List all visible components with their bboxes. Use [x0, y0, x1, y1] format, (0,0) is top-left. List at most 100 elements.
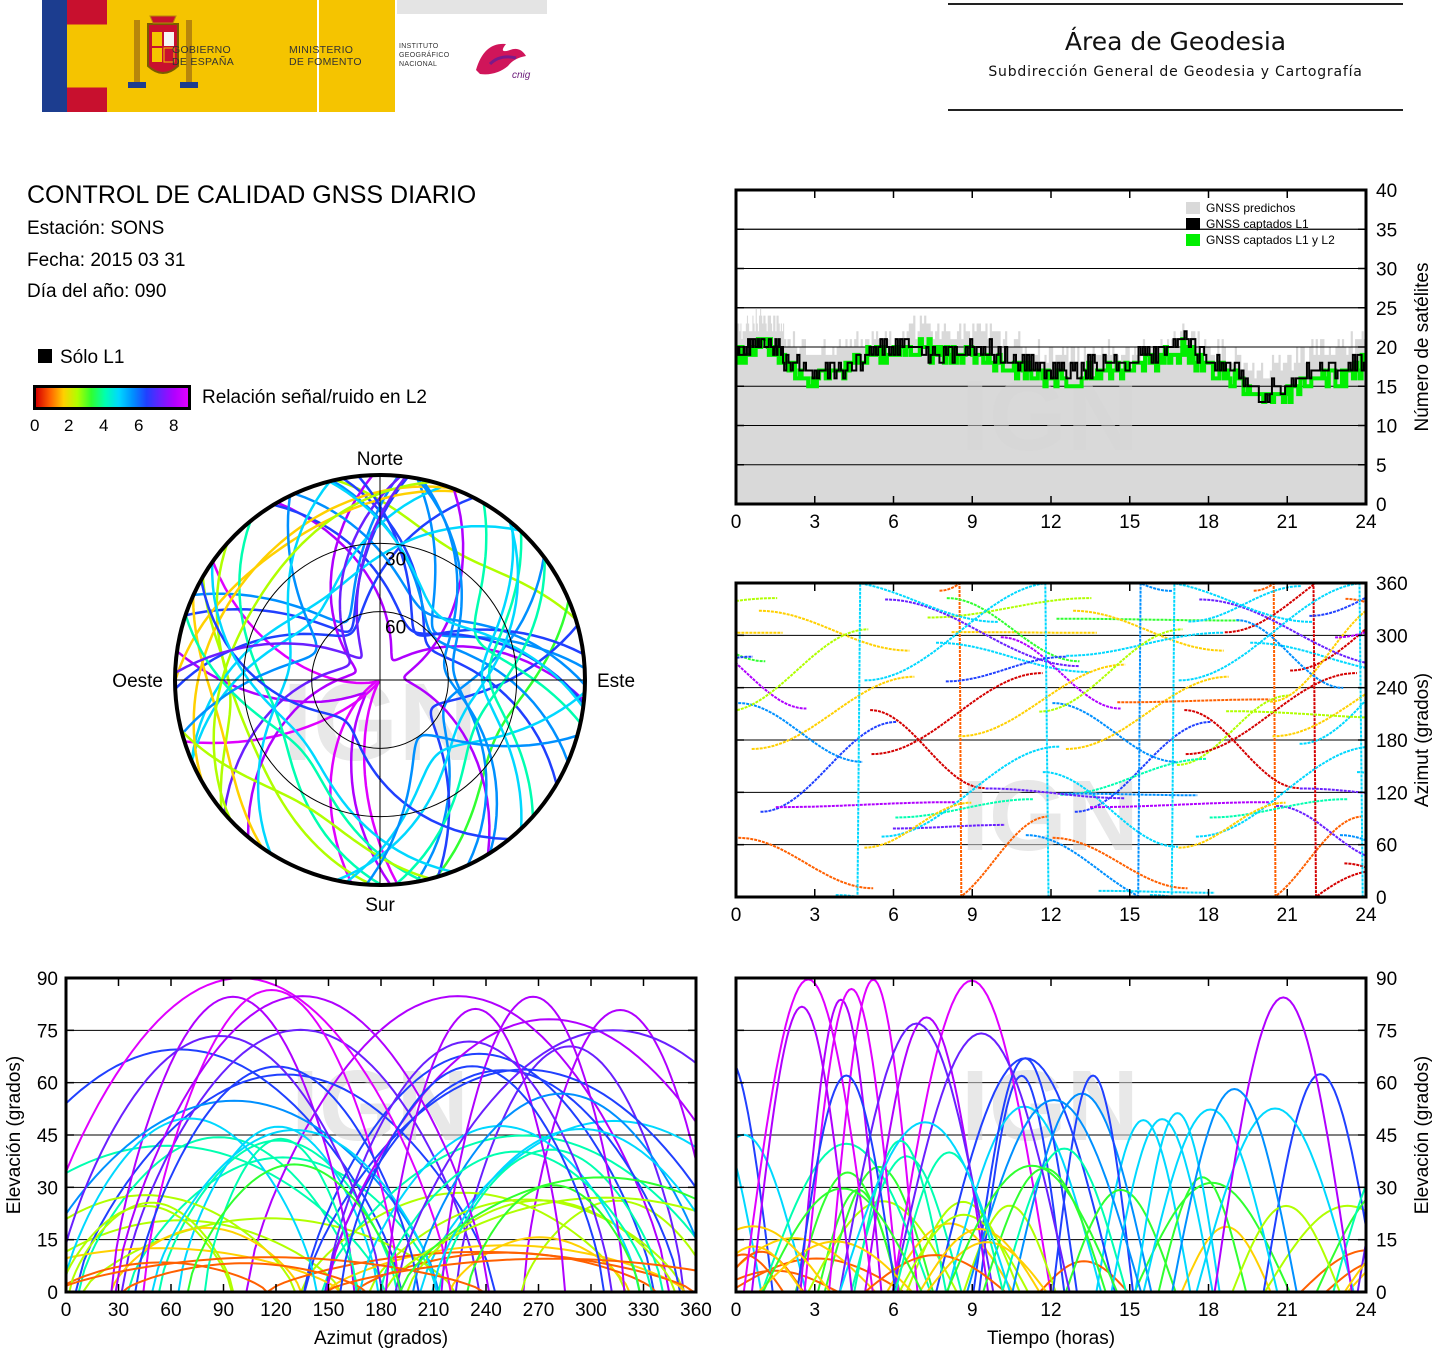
x-tick-label: 0	[61, 1300, 72, 1321]
azimuth-track	[1178, 583, 1366, 897]
y-axis-label: Elevación (grados)	[1412, 1056, 1433, 1214]
elt-track	[1064, 1188, 1177, 1292]
azimuth-track	[1309, 596, 1366, 617]
legend-swatch	[1186, 202, 1200, 214]
ign-watermark: IGN	[961, 760, 1139, 872]
azimuth-track	[1299, 698, 1366, 745]
sky-track	[335, 520, 520, 882]
elt-track	[972, 1057, 1078, 1292]
x-tick-label: 21	[1277, 512, 1298, 533]
elaz-track	[399, 1176, 696, 1292]
ign-watermark: IGN	[291, 1050, 469, 1162]
elt-track	[736, 1064, 774, 1292]
x-tick-label: 3	[809, 512, 820, 533]
y-tick-label: 0	[47, 1283, 58, 1304]
sky-track	[199, 579, 510, 841]
sky-track	[212, 480, 433, 821]
x-tick-label: 0	[731, 1300, 742, 1321]
elt-track	[838, 1022, 995, 1292]
azimuth-track	[775, 801, 956, 809]
y-tick-label: 0	[1376, 888, 1387, 909]
header-grey-band	[397, 0, 547, 14]
x-tick-label: 360	[680, 1300, 712, 1321]
sky-track	[215, 542, 373, 885]
ring-label: 30	[385, 549, 406, 570]
sky-track	[246, 475, 374, 838]
azimuth-track	[736, 628, 869, 712]
snr-tick: 2	[64, 416, 74, 435]
snr-colorbar	[33, 385, 191, 410]
x-tick-label: 24	[1355, 512, 1377, 533]
azimuth-track	[1270, 609, 1366, 703]
elt-track	[966, 1098, 1142, 1292]
elaz-track	[68, 1201, 235, 1292]
y-tick-label: 20	[1376, 338, 1397, 359]
elaz-track	[203, 1137, 358, 1292]
elt-track	[926, 1241, 1048, 1292]
snr-tick: 6	[134, 416, 144, 435]
azimuth-track	[1371, 619, 1445, 621]
elt-track	[796, 1074, 897, 1292]
report-title: CONTROL DE CALIDAD GNSS DIARIO	[27, 181, 477, 209]
azimuth-track	[1272, 692, 1366, 738]
azimuth-track	[895, 798, 1033, 819]
elaz-track	[134, 1065, 420, 1292]
azimuth-track	[1052, 702, 1177, 763]
x-axis-label: Tiempo (horas)	[987, 1328, 1115, 1349]
azimuth-track	[1226, 710, 1366, 719]
azimuth-track	[736, 661, 807, 710]
horizon-circle	[173, 473, 587, 887]
y-tick-label: 90	[1376, 969, 1397, 990]
azimuth-track	[1236, 619, 1344, 689]
azimuth-track	[1060, 792, 1198, 797]
elt-track	[1332, 1182, 1366, 1292]
y-tick-label: 45	[37, 1126, 58, 1147]
l1-only-swatch	[38, 349, 52, 363]
elaz-track	[394, 1029, 696, 1292]
l1-only-label: Sólo L1	[60, 347, 125, 368]
azimuth-track	[738, 702, 863, 763]
snr-tick: 8	[169, 416, 179, 435]
azimuth-track	[1199, 598, 1366, 664]
azimuth-track	[864, 801, 972, 849]
elaz-track	[66, 1117, 318, 1292]
x-tick-label: 12	[1040, 1300, 1061, 1321]
header-rule-bottom	[948, 109, 1403, 111]
azimuth-track	[1178, 801, 1286, 849]
x-tick-label: 0	[731, 905, 742, 925]
sky-track	[416, 477, 585, 670]
sky-track	[434, 599, 570, 878]
elt-track	[838, 1121, 1011, 1292]
x-tick-label: 270	[523, 1300, 555, 1321]
azimuth-track	[1185, 672, 1357, 756]
x-tick-label: 240	[470, 1300, 502, 1321]
elaz-track	[66, 1204, 233, 1292]
azimuth-track	[758, 609, 910, 652]
elt-track	[1195, 1107, 1355, 1292]
x-tick-label: 18	[1198, 905, 1219, 925]
azimuth-track	[1052, 836, 1188, 890]
y-tick-label: 60	[1376, 1074, 1397, 1095]
azimuth-tracks	[736, 583, 1445, 897]
y-tick-label: 240	[1376, 679, 1408, 700]
elt-track	[1213, 996, 1353, 1292]
government-logo: GOBIERNO DE ESPAÑA MINISTERIO DE FOMENTO I…	[42, 0, 547, 112]
y-tick-label: 30	[1376, 260, 1397, 281]
y-tick-label: 300	[1376, 626, 1408, 647]
y-tick-label: 30	[1376, 1178, 1397, 1199]
x-tick-label: 90	[213, 1300, 234, 1321]
elaz-track	[339, 1065, 605, 1292]
ministry-block	[319, 0, 395, 112]
elt-track	[1343, 1260, 1366, 1292]
elt-track	[1262, 1073, 1366, 1292]
azimuth-track	[885, 598, 1080, 668]
sky-track	[342, 477, 558, 785]
south-label: Sur	[365, 895, 395, 916]
date-label: Fecha: 2015 03 31	[27, 250, 186, 271]
y-tick-label: 30	[37, 1178, 58, 1199]
azimuth-track	[1250, 641, 1366, 669]
elaz-track	[466, 1184, 641, 1292]
y-tick-label: 180	[1376, 731, 1408, 752]
y-tick-label: 35	[1376, 220, 1397, 241]
sky-track	[416, 477, 488, 866]
